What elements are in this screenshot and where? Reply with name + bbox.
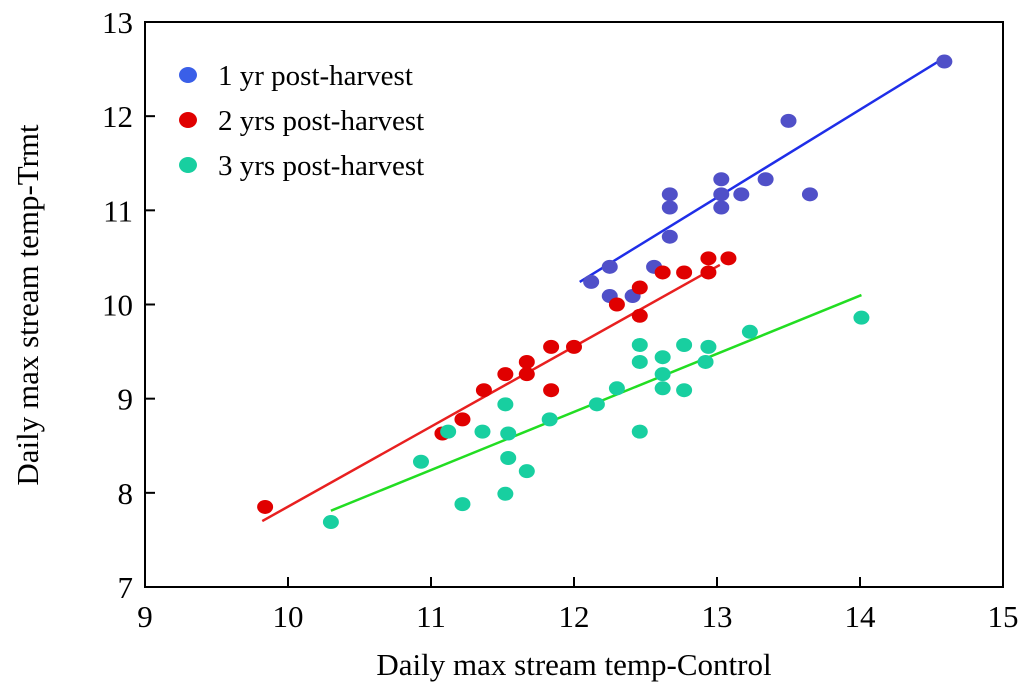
point bbox=[257, 499, 274, 514]
point bbox=[676, 265, 693, 280]
x-tick-label: 12 bbox=[559, 599, 590, 634]
point bbox=[566, 339, 582, 354]
point bbox=[322, 515, 339, 530]
point bbox=[518, 464, 535, 479]
y-axis-label: Daily max stream temp-Trmt bbox=[10, 124, 45, 486]
y-tick-label: 8 bbox=[118, 476, 134, 511]
point bbox=[541, 412, 558, 427]
point bbox=[518, 354, 535, 369]
y-tick-label: 7 bbox=[118, 570, 134, 605]
point bbox=[583, 274, 600, 289]
legend-label: 3 yrs post-harvest bbox=[218, 150, 424, 182]
point bbox=[454, 497, 471, 512]
point bbox=[654, 381, 671, 396]
point bbox=[733, 187, 750, 202]
point bbox=[676, 383, 693, 398]
legend-marker bbox=[179, 67, 197, 83]
point bbox=[475, 383, 492, 398]
legend-label: 1 yr post-harvest bbox=[218, 60, 413, 92]
point bbox=[700, 339, 717, 354]
point bbox=[500, 450, 517, 465]
point bbox=[780, 113, 797, 128]
point bbox=[661, 229, 678, 244]
x-tick-label: 14 bbox=[845, 599, 877, 634]
point bbox=[654, 265, 671, 280]
point bbox=[497, 397, 514, 412]
point bbox=[543, 339, 560, 354]
point bbox=[497, 367, 514, 382]
point bbox=[757, 172, 774, 187]
point bbox=[474, 424, 491, 439]
point bbox=[801, 187, 818, 202]
legend-marker bbox=[179, 157, 197, 173]
point bbox=[700, 251, 717, 266]
x-tick-label: 9 bbox=[137, 599, 153, 634]
y-tick-label: 12 bbox=[102, 99, 133, 134]
point bbox=[741, 324, 758, 339]
point bbox=[697, 354, 714, 369]
x-tick-label: 15 bbox=[988, 599, 1019, 634]
y-tick-label: 9 bbox=[118, 382, 134, 417]
legend-marker bbox=[179, 112, 197, 128]
x-tick-label: 11 bbox=[416, 599, 446, 634]
x-axis-label: Daily max stream temp-Control bbox=[376, 647, 771, 682]
point bbox=[608, 381, 625, 396]
point bbox=[631, 424, 648, 439]
point bbox=[543, 383, 560, 398]
point bbox=[661, 187, 678, 202]
point bbox=[713, 200, 730, 215]
point bbox=[588, 397, 605, 412]
y-tick-label: 11 bbox=[103, 193, 133, 228]
point bbox=[676, 337, 693, 352]
point bbox=[631, 280, 648, 295]
x-tick-label: 13 bbox=[702, 599, 733, 634]
point bbox=[853, 310, 870, 325]
y-tick-label: 13 bbox=[102, 5, 133, 40]
point bbox=[518, 367, 535, 382]
point bbox=[440, 424, 457, 439]
point bbox=[631, 308, 648, 323]
point bbox=[608, 297, 625, 312]
point bbox=[601, 259, 618, 274]
point bbox=[654, 350, 671, 365]
point bbox=[631, 354, 648, 369]
point bbox=[454, 412, 471, 427]
point bbox=[720, 251, 737, 266]
x-tick-label: 10 bbox=[273, 599, 304, 634]
point bbox=[713, 172, 730, 187]
point bbox=[661, 200, 678, 215]
point bbox=[654, 367, 671, 382]
point bbox=[713, 187, 730, 202]
point bbox=[700, 265, 717, 280]
point bbox=[412, 454, 429, 469]
point bbox=[500, 426, 517, 441]
legend-label: 2 yrs post-harvest bbox=[218, 105, 424, 137]
y-tick-label: 10 bbox=[102, 288, 133, 323]
point bbox=[631, 337, 648, 352]
point bbox=[936, 54, 953, 69]
trend-line bbox=[579, 56, 946, 283]
point bbox=[497, 486, 514, 501]
